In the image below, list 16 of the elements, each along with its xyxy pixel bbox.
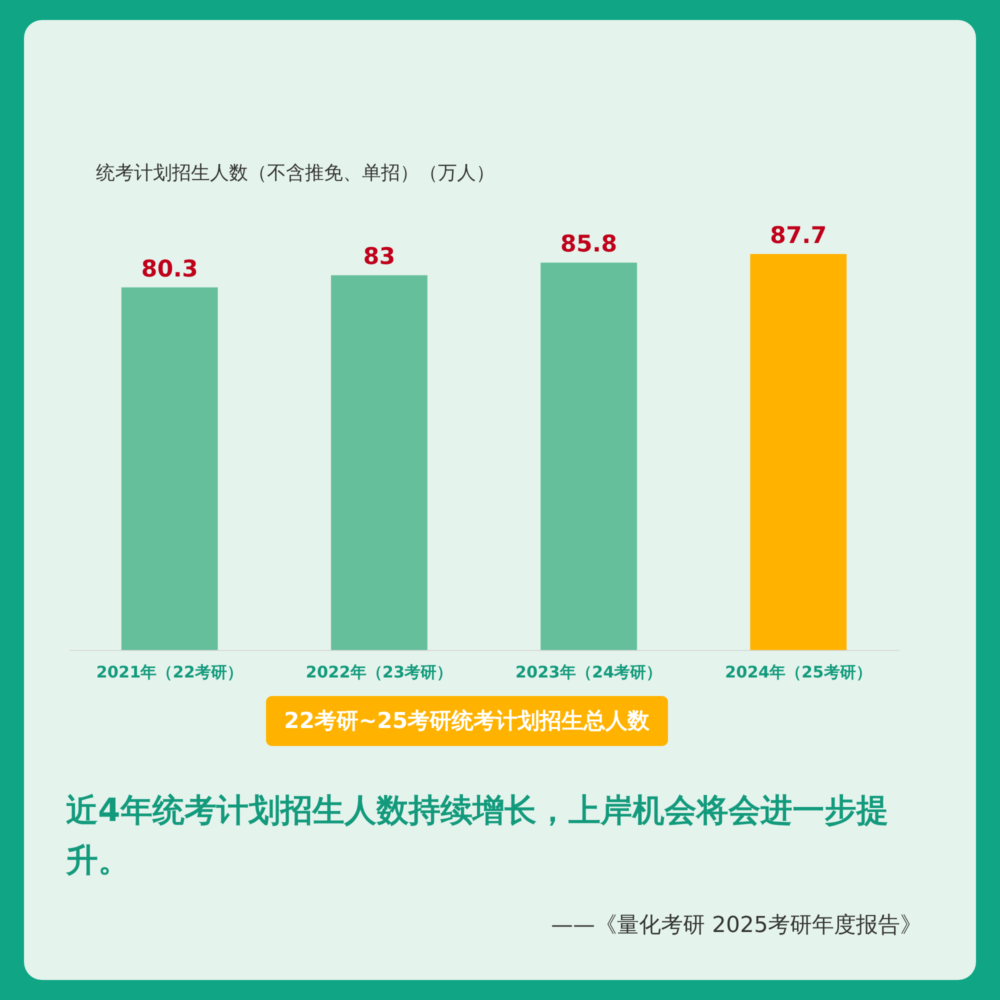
data-label: 85.8	[560, 232, 618, 258]
x-tick-label: 2023年（24考研）	[515, 662, 662, 682]
text: 近4年统考计划招生人数持续增长，上岸机会将会进一步提升。	[66, 790, 890, 881]
text: 22考研~25考研统考计划招生总人数	[266, 696, 668, 746]
text: ——《量化考研 2025考研年度报告》	[551, 912, 922, 940]
x-tick-label: 2024年（25考研）	[724, 662, 872, 682]
bar	[750, 254, 847, 650]
bar	[121, 287, 218, 650]
x-tick-label: 2022年（23考研）	[306, 662, 453, 682]
data-label: 87.7	[770, 223, 827, 249]
data-label: 80.3	[141, 256, 198, 282]
y-axis-title: 统考计划招生人数（不含推免、单招）（万人）	[96, 161, 495, 186]
x-tick-label: 2021年（22考研）	[96, 662, 244, 682]
data-label: 83	[363, 244, 396, 270]
bar	[540, 262, 638, 650]
bar	[330, 275, 428, 650]
